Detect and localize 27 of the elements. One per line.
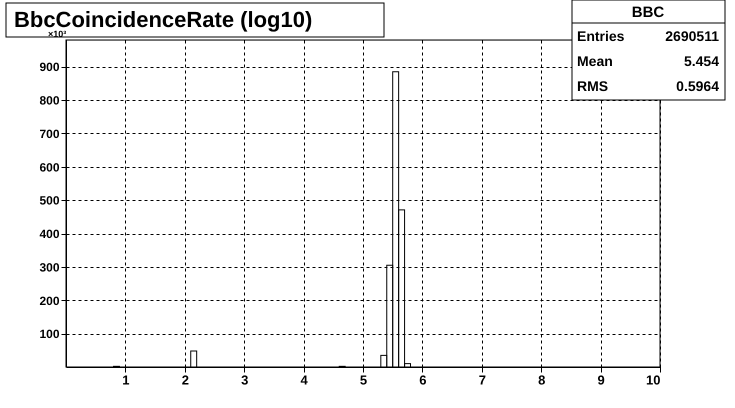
text: BBC <box>632 4 664 21</box>
text: 5.454 <box>684 53 720 69</box>
x-tick-label: 7 <box>478 372 486 388</box>
y-tick-label: 300 <box>39 260 60 274</box>
y-tick-label: 400 <box>39 227 60 242</box>
x-tick-label: 4 <box>300 372 308 388</box>
y-tick-label: 200 <box>39 294 60 308</box>
x-tick-label: 9 <box>597 372 605 388</box>
y-tick-label: 800 <box>39 94 60 108</box>
y-tick-label: 500 <box>39 194 60 208</box>
x-tick-label: 10 <box>646 372 660 388</box>
annotation: Entries <box>577 28 625 44</box>
x-tick-label: 3 <box>241 372 248 388</box>
x-tick-label: 2 <box>182 372 189 388</box>
annotation: RMS <box>577 78 608 94</box>
x-tick-label: 6 <box>419 372 427 388</box>
x-tick-label: 1 <box>122 372 130 388</box>
y-tick-label: 100 <box>39 327 60 342</box>
text: 2690511 <box>665 28 720 44</box>
text: 0.5964 <box>676 78 720 94</box>
y-tick-label: 600 <box>39 160 60 174</box>
y-tick-label: 900 <box>39 60 60 74</box>
y-tick-label: 700 <box>39 126 60 141</box>
chart-title: BbcCoincidenceRate (log10) <box>14 7 312 32</box>
annotation: Mean <box>577 53 613 69</box>
x-tick-label: 5 <box>360 372 368 388</box>
x-tick-label: 8 <box>538 372 546 388</box>
